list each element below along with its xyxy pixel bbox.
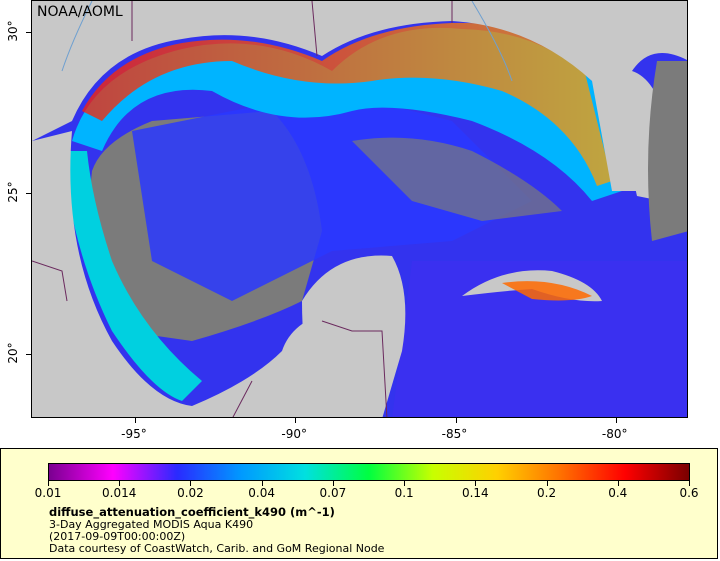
mexico-land — [32, 131, 382, 417]
lat-tick-mark — [26, 193, 31, 194]
caribbean-field — [392, 261, 687, 417]
colorbar-tick-mark — [618, 481, 619, 486]
lon-tick-mark — [135, 418, 136, 423]
us-gulf-coast-land — [32, 1, 687, 191]
colorbar-tick-mark — [119, 481, 120, 486]
dataset-description: 3-Day Aggregated MODIS Aqua K490 — [49, 518, 254, 531]
legend-panel: 0.01 0.014 0.02 0.04 0.07 0.1 0.14 0.2 0.4 0.6 di… — [0, 448, 718, 559]
lon-tick-mark — [616, 418, 617, 423]
yucatan-land — [302, 255, 406, 417]
colorbar-tick-mark — [475, 481, 476, 486]
bahamas-nodata — [648, 61, 687, 241]
cuba-shelf-orange — [502, 281, 592, 301]
lat-tick-mark — [26, 354, 31, 355]
river — [471, 1, 513, 82]
variable-name-line: diffuse_attenuation_coefficient_k490 (m^… — [49, 505, 335, 519]
colorbar-tick-mark — [333, 481, 334, 486]
colorbar-tick-mark — [404, 481, 405, 486]
map-credit: NOAA/AOML — [37, 4, 123, 20]
lon-tick-label: -85° — [441, 427, 468, 441]
state-border — [311, 1, 318, 57]
colorbar-tick-label: 0.6 — [679, 486, 699, 500]
lat-tick-label: 20° — [6, 342, 20, 364]
lon-tick-mark — [456, 418, 457, 423]
map-panel[interactable]: NOAA/AOML — [31, 0, 688, 418]
colorbar-tick-label: 0.014 — [102, 486, 137, 500]
lat-tick-label: 25° — [6, 181, 20, 203]
colorbar-tick-mark — [48, 481, 49, 486]
mexico-border — [232, 380, 253, 417]
lon-tick-label: -90° — [281, 427, 307, 441]
colorbar-tick-label: 0.04 — [248, 486, 276, 500]
north-coast-orange — [82, 22, 612, 187]
colorbar-tick-mark — [190, 481, 191, 486]
dataset-time: (2017-09-09T00:00:00Z) — [49, 530, 186, 543]
lat-tick-mark — [26, 32, 31, 33]
colorbar-tick-mark — [689, 481, 690, 486]
river — [61, 1, 93, 72]
colorbar-tick-label: 0.2 — [537, 486, 557, 500]
colorbar-tick-label: 0.02 — [177, 486, 204, 500]
colorbar-tick-label: 0.07 — [319, 486, 347, 500]
colorbar-tick-mark — [262, 481, 263, 486]
lat-tick-label: 30° — [6, 20, 20, 42]
colorbar — [48, 463, 690, 481]
k490-map — [32, 1, 687, 417]
eastern-gulf-nodata — [352, 137, 562, 221]
lon-tick-label: -95° — [121, 427, 147, 441]
mexico-border — [32, 260, 68, 302]
colorbar-tick-label: 0.01 — [34, 486, 62, 500]
variable-name: diffuse_attenuation_coefficient_k490 (m^… — [49, 505, 335, 519]
colorbar-tick-label: 0.14 — [461, 486, 489, 500]
lon-tick-label: -80° — [601, 427, 628, 441]
colorbar-tick-mark — [547, 481, 548, 486]
lon-tick-mark — [295, 418, 296, 423]
yucatan-border — [321, 320, 388, 417]
data-courtesy: Data courtesy of CoastWatch, Carib. and … — [49, 542, 385, 555]
colorbar-tick-label: 0.1 — [394, 486, 414, 500]
west-shelf-cyan — [62, 151, 202, 401]
colorbar-tick-label: 0.4 — [608, 486, 628, 500]
